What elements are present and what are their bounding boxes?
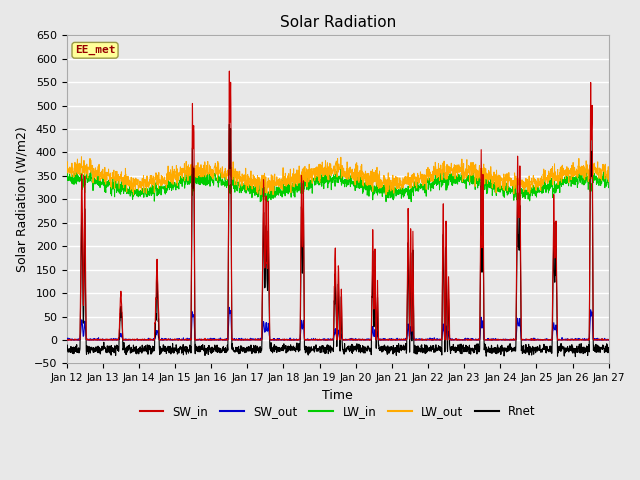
SW_in [573,337,580,343]
X-axis label: Time: Time [323,389,353,402]
LW_out [557,169,565,175]
LW_out [365,173,373,179]
SW_in [354,337,362,343]
Rnet [495,347,503,353]
LW_in [557,178,565,183]
LW_out [257,192,264,198]
SW_in [365,337,373,343]
Rnet [353,344,361,350]
Legend: SW_in, SW_out, LW_in, LW_out, Rnet: SW_in, SW_out, LW_in, LW_out, Rnet [135,401,541,423]
LW_in [257,199,264,204]
Line: LW_out: LW_out [67,157,609,195]
Y-axis label: Solar Radiation (W/m2): Solar Radiation (W/m2) [15,127,28,272]
Line: SW_in: SW_in [67,71,609,340]
SW_in [63,336,70,342]
LW_out [77,154,85,160]
LW_out [354,163,362,168]
LW_in [63,174,70,180]
LW_out [496,176,504,181]
Rnet [557,341,565,347]
Rnet [605,347,612,352]
LW_out [605,176,612,182]
SW_out [557,337,565,343]
SW_in [496,337,504,343]
Rnet [365,345,373,351]
Rnet [573,348,580,354]
Text: EE_met: EE_met [75,45,115,55]
SW_out [214,336,221,342]
Title: Solar Radiation: Solar Radiation [280,15,396,30]
Rnet [63,348,70,353]
LW_in [605,184,612,190]
SW_in [557,337,565,343]
LW_in [496,182,504,188]
Rnet [572,354,579,360]
LW_in [214,169,221,175]
LW_out [214,166,222,172]
SW_out [495,337,503,343]
LW_in [354,172,362,178]
LW_out [573,169,580,175]
LW_in [337,165,345,170]
Line: LW_in: LW_in [67,168,609,202]
SW_out [605,337,612,343]
Rnet [214,346,221,351]
SW_out [353,336,361,342]
SW_in [63,337,71,343]
LW_in [365,180,373,186]
SW_out [572,337,580,343]
Line: SW_out: SW_out [67,307,609,340]
SW_in [225,68,233,74]
SW_out [365,337,373,343]
LW_in [573,179,580,184]
SW_in [214,337,222,343]
Line: Rnet: Rnet [67,124,609,357]
LW_out [63,167,70,173]
SW_out [225,304,233,310]
SW_out [63,337,70,343]
Rnet [225,121,233,127]
SW_in [605,336,612,342]
